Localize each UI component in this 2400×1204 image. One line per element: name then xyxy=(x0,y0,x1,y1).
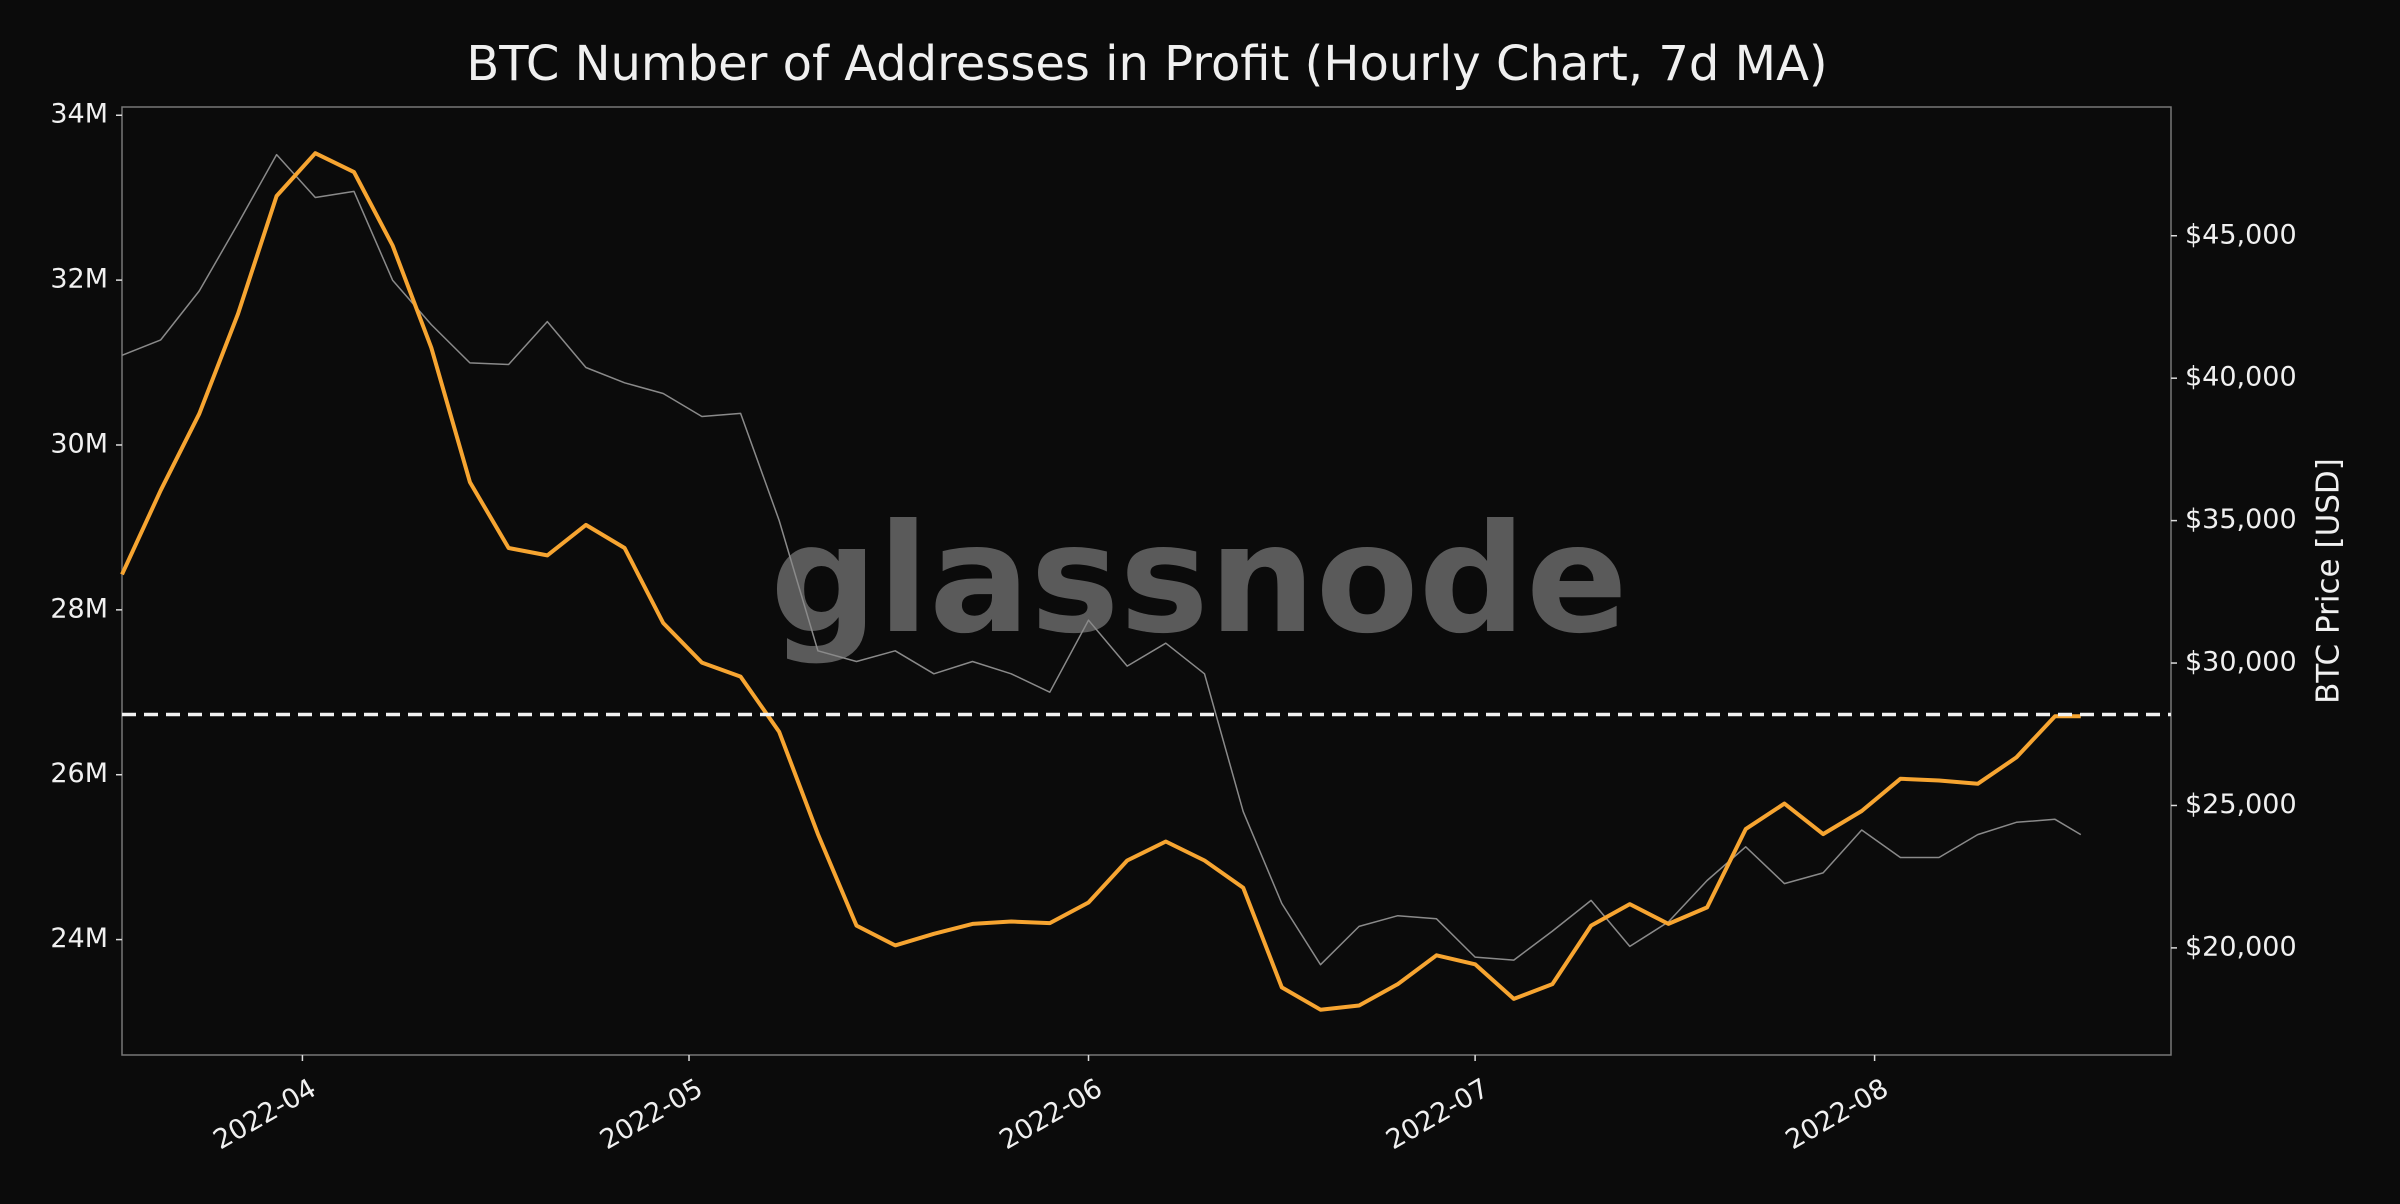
series-line xyxy=(120,151,2081,1012)
y2-tick-label: $40,000 xyxy=(2185,362,2297,393)
plot-frame xyxy=(121,106,2172,1056)
y2-tick-label: $25,000 xyxy=(2185,789,2297,820)
y2-tick-label: $45,000 xyxy=(2185,219,2297,250)
watermark: glassnode xyxy=(770,493,1628,667)
y-tick-label: 28M xyxy=(50,593,108,624)
series-line xyxy=(121,153,2082,966)
y-tick-label: 30M xyxy=(50,428,108,459)
y-tick-label: 32M xyxy=(50,264,108,295)
y-tick-label: 26M xyxy=(50,758,108,789)
y2-tick-label: $20,000 xyxy=(2185,931,2297,962)
y2-axis-label: BTC Price [USD] xyxy=(2311,458,2347,704)
y2-tick-label: $30,000 xyxy=(2185,647,2297,678)
chart-title: BTC Number of Addresses in Profit (Hourl… xyxy=(466,36,1827,92)
y2-tick-label: $35,000 xyxy=(2185,504,2297,535)
y-tick-label: 24M xyxy=(50,923,108,954)
y-tick-label: 34M xyxy=(50,99,108,130)
